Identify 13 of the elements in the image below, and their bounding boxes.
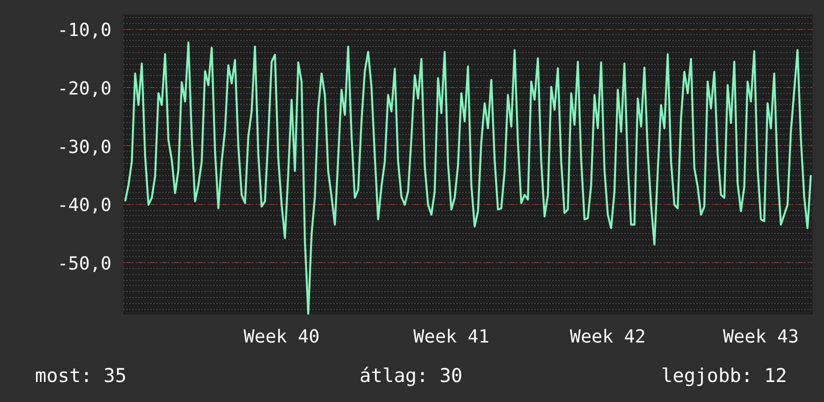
text: most: 35: [35, 364, 127, 389]
x-tick-label: Week 41: [413, 326, 490, 348]
y-tick-label: -30,0: [57, 136, 112, 158]
y-tick-label: -40,0: [57, 195, 112, 216]
text: legjobb: 12: [661, 364, 787, 389]
x-tick-label: Week 43: [722, 326, 799, 348]
x-tick-label: Week 40: [244, 326, 320, 348]
y-tick-label: -10,0: [57, 20, 112, 42]
y-tick-label: -50,0: [57, 254, 112, 275]
x-tick-label: Week 42: [570, 326, 646, 348]
text: átlag: 30: [360, 364, 462, 389]
line-series: [124, 42, 812, 314]
y-tick-label: -20,0: [57, 78, 112, 100]
